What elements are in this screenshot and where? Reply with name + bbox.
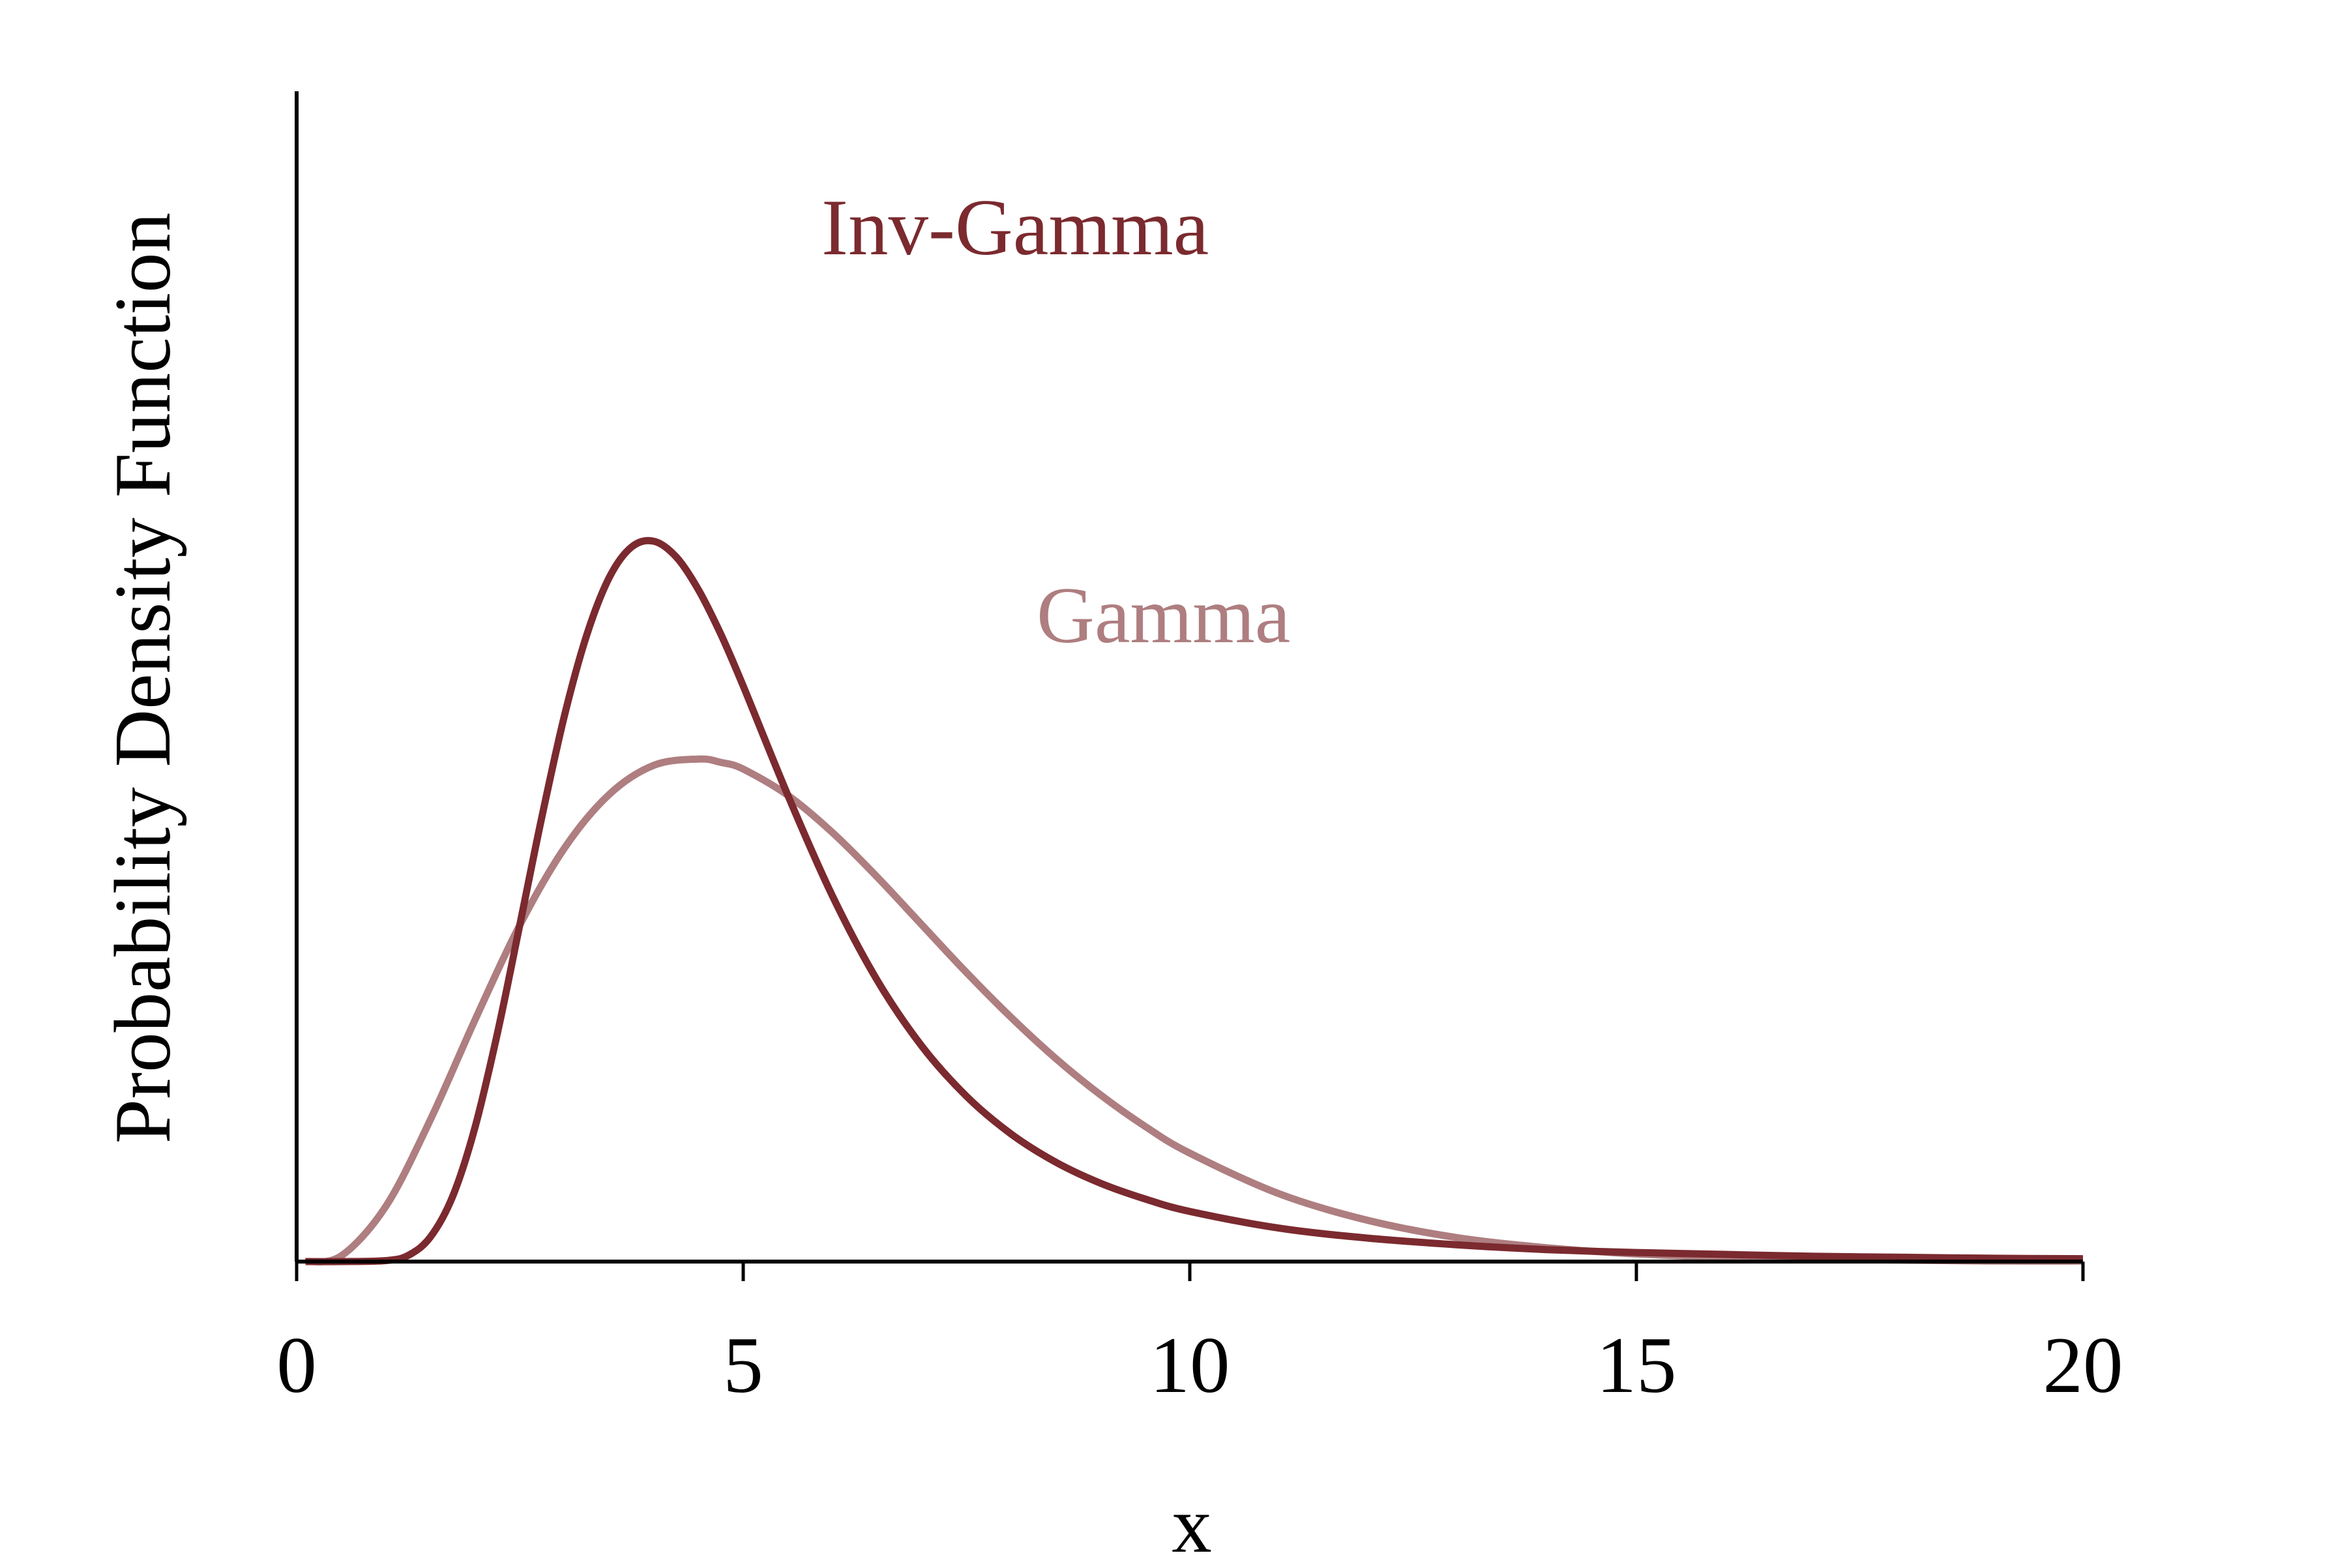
y-axis-title: Probability Density Function [98, 213, 187, 1144]
series-label-inv-gamma: Inv-Gamma [821, 183, 1209, 272]
x-tick-label-0: 0 [276, 1320, 317, 1410]
series-layer [304, 537, 2084, 1265]
x-tick-label-20: 20 [2043, 1320, 2123, 1410]
label-layer: Probability Density Function x Inv-Gamma… [98, 183, 1290, 1568]
x-tick-label-10: 10 [1150, 1320, 1230, 1410]
x-axis-title: x [1172, 1480, 1212, 1565]
series-label-gamma: Gamma [1037, 570, 1290, 660]
x-tick-layer: 0 5 10 15 20 [276, 1262, 2123, 1410]
series-line-inv-gamma [305, 537, 2084, 1265]
axis-layer: 0 5 10 15 20 [276, 91, 2123, 1410]
series-line-gamma [304, 755, 2084, 1265]
x-tick-label-15: 15 [1597, 1320, 1677, 1410]
x-tick-label-5: 5 [723, 1320, 763, 1410]
